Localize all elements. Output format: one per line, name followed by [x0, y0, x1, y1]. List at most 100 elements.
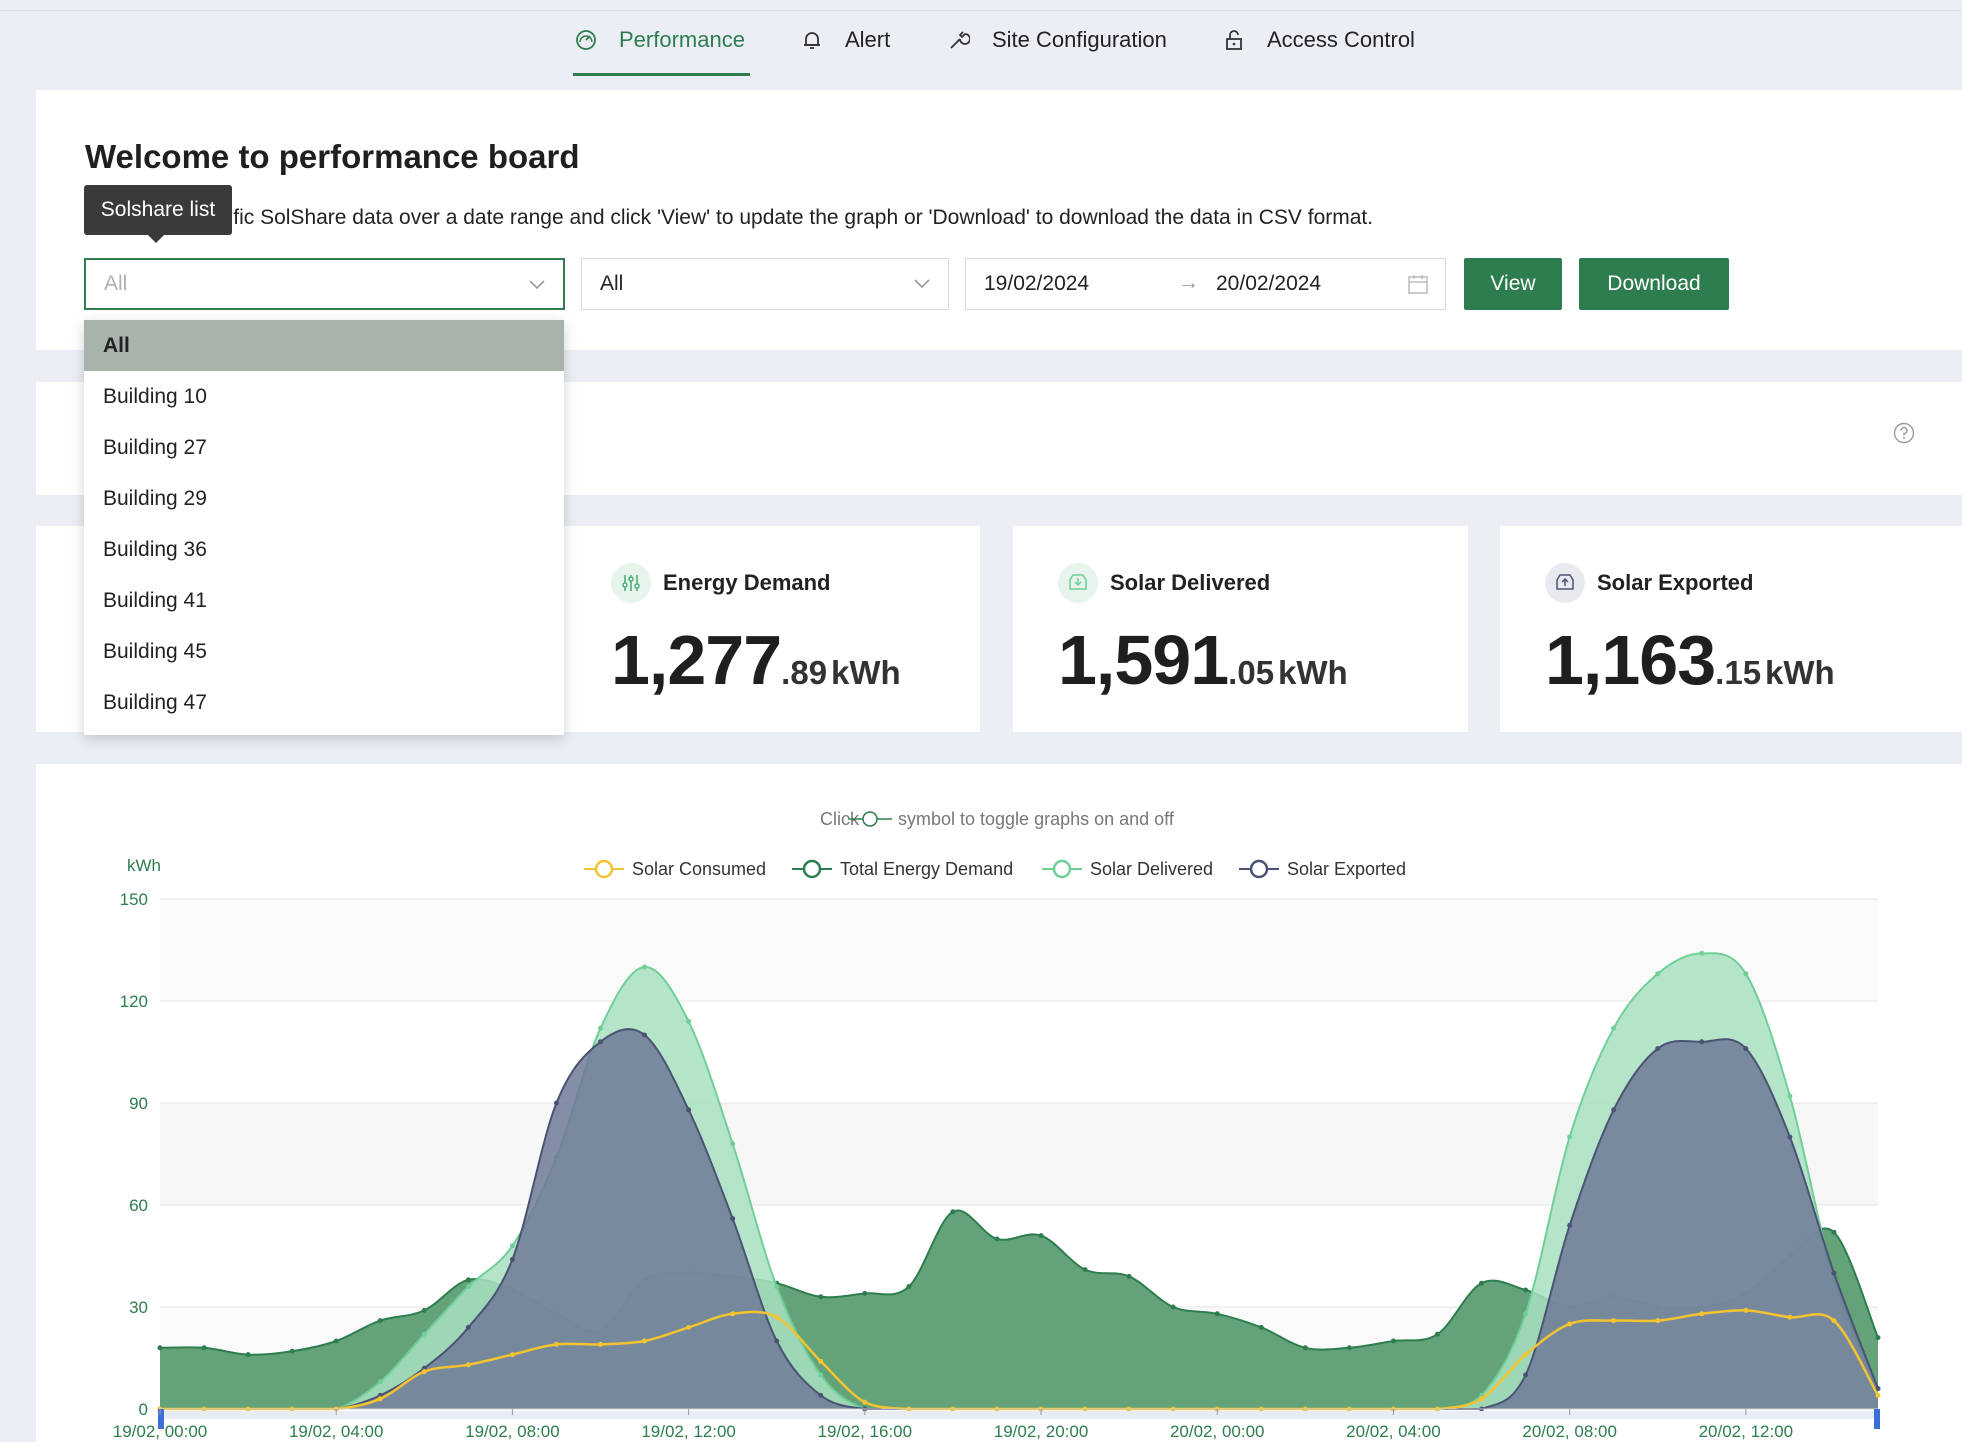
- dropdown-option[interactable]: Building 36: [103, 537, 207, 561]
- nav-label: Access Control: [1267, 27, 1415, 52]
- data-point-solar-exported: [1743, 1046, 1749, 1052]
- data-point-total-energy-demand: [1126, 1273, 1132, 1279]
- x-tick-label: 19/02, 00:00: [113, 1422, 208, 1441]
- x-tick-label: 20/02, 04:00: [1346, 1422, 1441, 1441]
- chart-card: Click symbol to toggle graphs on and off S…: [36, 764, 1962, 1442]
- series-area-solar-exported: [160, 1029, 1878, 1409]
- legend-label: Solar Exported: [1287, 859, 1406, 879]
- help-icon[interactable]: [1893, 422, 1915, 449]
- nav-label: Alert: [845, 27, 891, 52]
- data-point-solar-consumed: [598, 1341, 604, 1347]
- calendar-icon[interactable]: [1407, 273, 1429, 301]
- gauge-icon: [573, 27, 599, 53]
- data-point-solar-delivered: [1567, 1134, 1573, 1140]
- date-start-input[interactable]: 19/02/2024: [984, 272, 1090, 295]
- zoom-handle-left[interactable]: [158, 1409, 164, 1429]
- date-range-picker[interactable]: 19/02/2024 → 20/02/2024: [965, 258, 1446, 310]
- data-point-solar-consumed: [818, 1358, 824, 1364]
- chart-hint-prefix: Click: [820, 809, 860, 829]
- legend-marker[interactable]: [802, 859, 822, 879]
- data-point-solar-delivered: [1743, 971, 1749, 977]
- data-point-solar-delivered: [818, 1372, 824, 1378]
- data-point-solar-delivered: [1787, 1093, 1793, 1099]
- nav-site-configuration[interactable]: Site Configuration: [946, 12, 1167, 68]
- data-point-total-energy-demand: [333, 1338, 339, 1344]
- data-point-solar-exported: [1523, 1372, 1529, 1378]
- stat-value-decimal: .15: [1715, 654, 1762, 691]
- solshare-dropdown-menu: All Building 10 Building 27 Building 29 Buil…: [84, 320, 564, 735]
- dropdown-option[interactable]: Building 29: [103, 486, 207, 510]
- dropdown-option[interactable]: Building 41: [103, 588, 207, 612]
- data-point-solar-consumed: [1743, 1307, 1749, 1313]
- performance-chart: Click symbol to toggle graphs on and off S…: [113, 809, 1881, 1441]
- data-point-total-energy-demand: [950, 1209, 956, 1215]
- x-tick-label: 19/02, 20:00: [994, 1422, 1089, 1441]
- data-point-solar-exported: [1567, 1222, 1573, 1228]
- x-tick-label: 19/02, 08:00: [465, 1422, 560, 1441]
- x-tick-label: 20/02, 08:00: [1522, 1422, 1617, 1441]
- data-point-solar-exported: [1831, 1270, 1837, 1276]
- data-point-solar-exported: [1655, 1046, 1661, 1052]
- data-point-solar-delivered: [598, 1025, 604, 1031]
- secondary-select[interactable]: All: [581, 258, 949, 310]
- legend-marker[interactable]: [1052, 859, 1072, 879]
- stat-unit: kWh: [831, 654, 901, 691]
- data-point-solar-delivered: [686, 1018, 692, 1024]
- lock-icon: [1221, 27, 1247, 53]
- data-point-total-energy-demand: [1258, 1324, 1264, 1330]
- data-point-total-energy-demand: [1038, 1233, 1044, 1239]
- data-point-solar-delivered: [421, 1331, 427, 1337]
- data-point-total-energy-demand: [245, 1352, 251, 1358]
- grid-band: [160, 899, 1878, 1001]
- download-button[interactable]: Download: [1579, 258, 1729, 310]
- data-point-solar-delivered: [730, 1141, 736, 1147]
- data-point-solar-consumed: [465, 1362, 471, 1368]
- legend-marker[interactable]: [1249, 859, 1269, 879]
- data-point-solar-exported: [686, 1107, 692, 1113]
- zoom-handle-right[interactable]: [1874, 1409, 1880, 1429]
- stat-label: Solar Delivered: [1110, 570, 1271, 595]
- nav-alert[interactable]: Alert: [799, 12, 890, 68]
- data-point-solar-exported: [774, 1338, 780, 1344]
- view-button[interactable]: View: [1464, 258, 1562, 310]
- date-end-input[interactable]: 20/02/2024: [1216, 272, 1322, 295]
- dropdown-option[interactable]: All: [84, 320, 564, 371]
- data-point-solar-exported: [1611, 1107, 1617, 1113]
- data-point-solar-delivered: [509, 1243, 515, 1249]
- data-point-solar-consumed: [1523, 1352, 1529, 1358]
- download-icon: [1058, 563, 1098, 603]
- zoom-slider-track[interactable]: [160, 1411, 1878, 1419]
- nav-performance[interactable]: Performance: [573, 12, 745, 68]
- stat-value: 1,163.15 kWh: [1545, 620, 1835, 700]
- y-axis-label: kWh: [127, 856, 161, 875]
- x-tick-label: 20/02, 12:00: [1699, 1422, 1794, 1441]
- dropdown-option[interactable]: Building 47: [103, 690, 207, 714]
- data-point-total-energy-demand: [421, 1307, 427, 1313]
- data-point-solar-exported: [553, 1100, 559, 1106]
- dropdown-option[interactable]: Building 27: [103, 435, 207, 459]
- stat-value-decimal: .05: [1228, 654, 1275, 691]
- solshare-select[interactable]: All: [84, 258, 565, 310]
- bell-icon: [799, 27, 825, 53]
- stat-value: 1,277.89 kWh: [611, 620, 901, 700]
- legend-marker[interactable]: [594, 859, 614, 879]
- dropdown-option[interactable]: Building 10: [103, 384, 207, 408]
- nav-access-control[interactable]: Access Control: [1221, 12, 1415, 68]
- top-divider: [0, 10, 1962, 11]
- data-point-solar-consumed: [1567, 1321, 1573, 1327]
- dropdown-option[interactable]: Building 45: [103, 639, 207, 663]
- solshare-tooltip: Solshare list: [84, 185, 232, 243]
- main-nav: Performance Alert Site Configuration Acc…: [0, 12, 1962, 76]
- data-point-total-energy-demand: [1214, 1311, 1220, 1317]
- data-point-solar-delivered: [642, 964, 648, 970]
- stat-value: 1,591.05 kWh: [1058, 620, 1348, 700]
- y-tick-label: 120: [120, 992, 148, 1011]
- data-point-total-energy-demand: [1479, 1280, 1485, 1286]
- data-point-total-energy-demand: [1523, 1287, 1529, 1293]
- data-point-solar-exported: [598, 1039, 604, 1045]
- data-point-total-energy-demand: [289, 1348, 295, 1354]
- stat-unit: kWh: [1765, 654, 1835, 691]
- data-point-solar-exported: [642, 1032, 648, 1038]
- stat-value-decimal: .89: [781, 654, 828, 691]
- data-point-solar-exported: [818, 1392, 824, 1398]
